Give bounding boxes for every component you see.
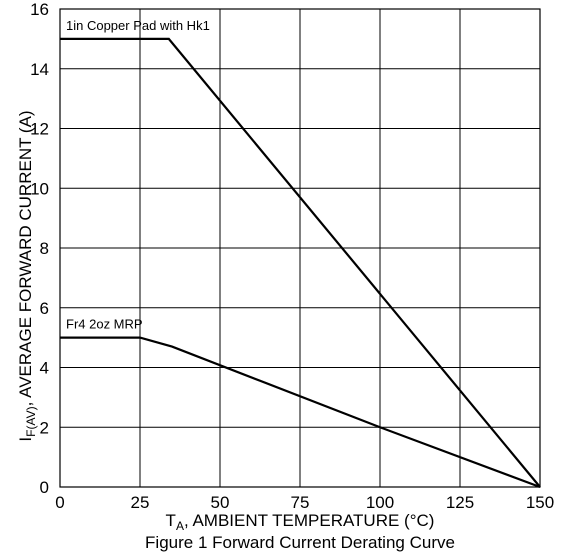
- y-axis-label-sub: F(AV): [24, 406, 38, 436]
- x-axis-label-sub: A: [176, 519, 184, 533]
- y-tick-label-4: 8: [40, 239, 49, 258]
- y-axis-label: IF(AV), AVERAGE FORWARD CURRENT (A): [14, 0, 38, 556]
- x-axis-label-rest: , AMBIENT TEMPERATURE (°C): [184, 511, 435, 530]
- y-tick-label-3: 6: [40, 299, 49, 318]
- x-axis-label-main: T: [166, 511, 176, 530]
- x-tick-label-2: 50: [211, 493, 230, 512]
- series-label-1: Fr4 2oz MRP: [66, 317, 143, 332]
- x-tick-label-1: 25: [131, 493, 150, 512]
- x-tick-label-6: 150: [526, 493, 554, 512]
- x-tick-label-0: 0: [55, 493, 64, 512]
- y-tick-label-1: 2: [40, 418, 49, 437]
- y-axis-label-main: I: [16, 437, 35, 442]
- series-label-0: 1in Copper Pad with Hk1: [66, 18, 210, 33]
- y-axis-label-wrap: IF(AV), AVERAGE FORWARD CURRENT (A): [0, 0, 40, 552]
- y-tick-label-2: 4: [40, 359, 49, 378]
- x-axis-ticks: 0 25 50 75 100 125 150: [55, 493, 554, 512]
- x-tick-label-3: 75: [291, 493, 310, 512]
- figure-caption: Figure 1 Forward Current Derating Curve: [60, 533, 540, 553]
- y-axis-label-rest: , AVERAGE FORWARD CURRENT (A): [16, 110, 35, 406]
- y-tick-label-0: 0: [40, 478, 49, 497]
- x-tick-label-4: 100: [366, 493, 394, 512]
- x-tick-label-5: 125: [446, 493, 474, 512]
